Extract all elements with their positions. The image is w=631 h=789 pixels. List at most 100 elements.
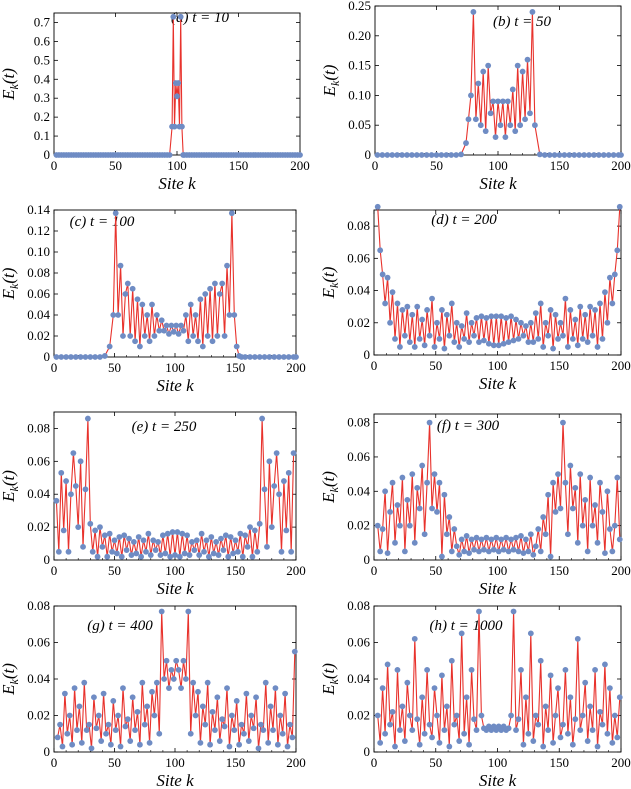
data-point <box>77 458 84 465</box>
data-point <box>461 335 468 342</box>
data-point <box>141 721 148 728</box>
data-point <box>192 312 199 318</box>
data-point <box>55 548 62 555</box>
y-axis-label: Ek(t) <box>320 64 342 97</box>
data-point <box>128 552 135 558</box>
data-point <box>579 712 586 719</box>
data-point <box>594 743 601 750</box>
data-point <box>68 354 74 360</box>
data-point <box>151 333 158 339</box>
data-point <box>171 123 178 130</box>
data-point <box>431 344 438 350</box>
data-point <box>466 339 472 346</box>
data-point <box>478 536 485 543</box>
panel-title: (b) t = 50 <box>493 14 552 30</box>
data-point <box>523 536 529 543</box>
data-point <box>101 353 108 359</box>
data-point <box>175 666 182 673</box>
x-tick-label: 50 <box>108 360 121 375</box>
data-point <box>461 730 468 737</box>
data-point <box>586 152 592 158</box>
data-point <box>609 739 616 746</box>
y-tick-label: 0.02 <box>347 708 370 723</box>
data-point <box>582 311 589 318</box>
panel-title: (c) t = 100 <box>70 214 135 230</box>
panel-title: (f) t = 300 <box>437 418 500 434</box>
y-tick-label: 0 <box>364 744 371 759</box>
data-point <box>473 534 480 541</box>
data-point <box>180 327 187 334</box>
data-point <box>537 657 544 664</box>
x-tick-label: 200 <box>286 755 306 770</box>
data-point <box>251 527 258 534</box>
data-point <box>476 608 482 615</box>
data-point <box>542 703 549 710</box>
data-point <box>198 530 205 537</box>
data-point <box>231 312 238 318</box>
data-point <box>61 690 68 697</box>
data-point <box>130 539 137 545</box>
data-point <box>201 548 207 555</box>
y-tick-label: 0 <box>365 147 372 162</box>
data-point <box>103 730 109 737</box>
data-point <box>577 471 584 478</box>
data-point <box>387 721 393 728</box>
data-point <box>97 354 103 360</box>
data-point <box>483 315 490 321</box>
x-tick-label: 0 <box>372 158 379 173</box>
data-point <box>168 666 175 673</box>
data-point <box>65 548 72 555</box>
x-tick-label: 0 <box>371 755 378 770</box>
data-point <box>436 335 443 342</box>
data-point <box>170 13 177 20</box>
x-tick-label: 50 <box>430 158 443 173</box>
data-point <box>202 721 209 728</box>
data-point <box>88 745 95 752</box>
data-point <box>513 727 519 733</box>
data-point <box>401 548 408 555</box>
data-point <box>111 537 118 544</box>
data-point <box>439 553 445 560</box>
data-point <box>379 685 386 692</box>
data-point <box>540 743 547 750</box>
data-point <box>132 727 138 733</box>
panel-h: 0 50 100 150 200 0 0.02 0.04 0.06 0.08 Site k Ek(t)… <box>319 598 631 789</box>
data-point <box>472 116 479 123</box>
data-point <box>441 727 448 733</box>
y-tick-label: 0 <box>44 147 51 162</box>
data-point <box>431 685 438 692</box>
data-point <box>416 335 423 342</box>
data-point <box>218 535 224 542</box>
data-point <box>186 552 193 558</box>
data-point <box>247 354 253 360</box>
data-point <box>514 62 521 69</box>
data-point <box>536 151 543 158</box>
data-point <box>195 338 201 345</box>
data-point <box>169 529 176 535</box>
data-point <box>77 354 84 360</box>
data-point <box>120 685 126 692</box>
data-point <box>221 333 228 339</box>
data-point <box>537 300 544 307</box>
data-point <box>589 727 596 733</box>
data-point <box>443 531 450 538</box>
data-point <box>203 537 210 544</box>
data-point <box>458 536 465 543</box>
x-tick-label: 100 <box>167 158 187 173</box>
x-tick-label: 200 <box>611 358 631 373</box>
data-point <box>120 333 126 339</box>
data-point <box>579 522 586 529</box>
data-point <box>616 536 623 543</box>
data-point <box>278 548 285 555</box>
data-point <box>448 152 455 158</box>
data-point <box>453 152 460 158</box>
data-point <box>146 338 153 345</box>
data-point <box>436 739 443 746</box>
data-point <box>416 505 423 512</box>
x-tick-label: 200 <box>286 563 306 578</box>
data-point <box>261 354 268 360</box>
data-point <box>446 332 453 339</box>
data-point <box>266 354 273 360</box>
data-point <box>485 340 492 347</box>
